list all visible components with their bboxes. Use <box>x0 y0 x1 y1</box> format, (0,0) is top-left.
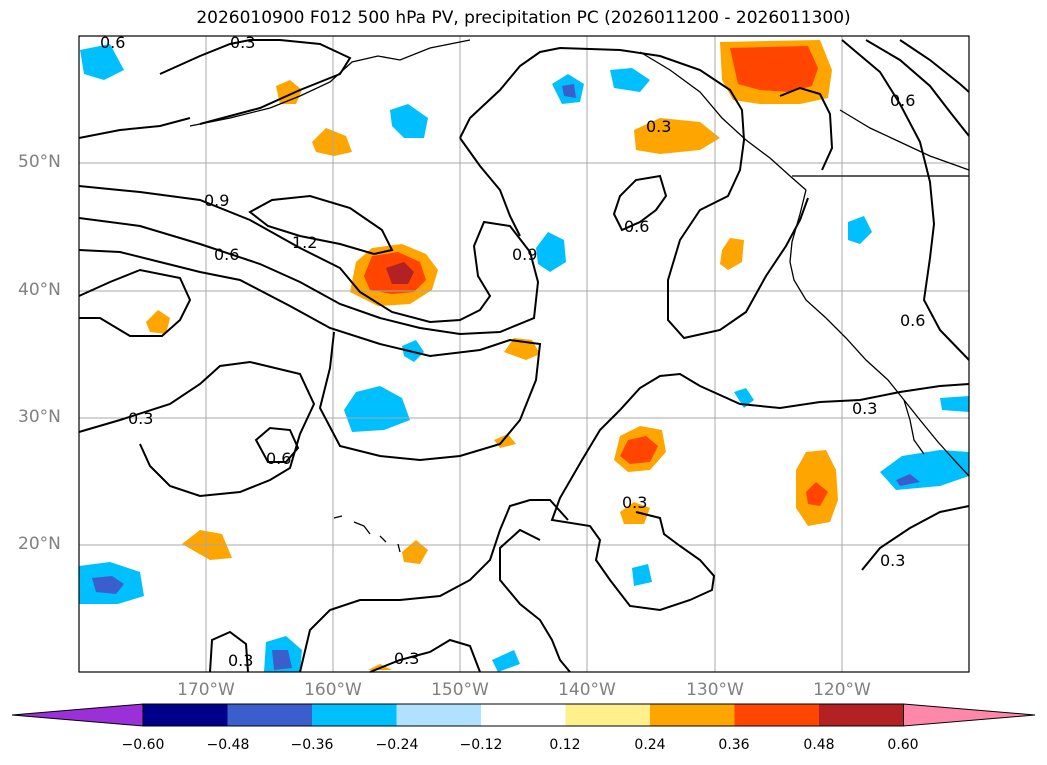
contour-0.6 <box>78 249 542 462</box>
colorbar-swatch <box>565 704 651 726</box>
colorbar-tick: 0.60 <box>887 737 919 753</box>
precip-negative-areas <box>79 44 969 672</box>
contour-label: 0.3 <box>230 33 255 52</box>
precip-blob-central-center <box>386 262 414 284</box>
contour-label: 0.3 <box>880 551 905 570</box>
colorbar-border <box>142 703 904 727</box>
colorbar-swatch <box>312 704 397 726</box>
contour-0.6-small <box>612 174 668 232</box>
colorbar <box>11 703 1036 727</box>
colorbar-tick: −0.24 <box>375 737 419 753</box>
baja-coast <box>903 399 925 455</box>
colorbar-extend-low <box>11 703 144 727</box>
contour-0.3-central <box>78 360 316 498</box>
colorbar-tick: −0.36 <box>290 737 334 753</box>
contour-label: 0.3 <box>394 649 419 668</box>
contour-label: 0.3 <box>622 493 647 512</box>
contour-label: 0.6 <box>900 311 925 330</box>
colorbar-swatch <box>650 704 735 726</box>
colorbar-swatch <box>143 704 228 726</box>
contour-0.3-sw-corner <box>209 630 249 673</box>
colorbar-swatch <box>481 704 566 726</box>
lat-label: 20°N <box>18 534 61 554</box>
lat-label: 40°N <box>18 280 61 300</box>
contour-0.9-north <box>78 185 540 336</box>
colorbar-tick: 0.12 <box>549 737 581 753</box>
precip-blob-east-core <box>806 482 828 506</box>
contour-label: 0.6 <box>890 91 915 110</box>
map-title: 2026010900 F012 500 hPa PV, precipitatio… <box>196 8 851 28</box>
colorbar-swatch <box>396 704 482 726</box>
contour-label: 0.3 <box>228 651 253 670</box>
lon-label: 150°W <box>431 680 489 700</box>
precip-blob-sw-core <box>620 436 658 464</box>
contour-label: 0.3 <box>128 409 153 428</box>
contour-label: 0.6 <box>624 217 649 236</box>
precip-blob-bc <box>634 118 720 154</box>
lat-label: 30°N <box>18 407 61 427</box>
colorbar-swatch <box>734 704 820 726</box>
lat-label: 50°N <box>18 152 61 172</box>
contour-east <box>861 505 970 571</box>
colorbar-tick: 0.48 <box>803 737 835 753</box>
contour-1.2 <box>248 194 394 256</box>
contour-ne-lines <box>841 39 970 361</box>
graticule <box>79 36 969 672</box>
map-frame <box>78 35 970 673</box>
lon-label: 140°W <box>558 680 616 700</box>
colorbar-tick: −0.12 <box>459 737 503 753</box>
contour-label: 0.6 <box>266 449 291 468</box>
colorbar-swatch <box>227 704 313 726</box>
contour-label: 0.6 <box>100 33 125 52</box>
lon-label: 160°W <box>304 680 362 700</box>
contour-label: 0.9 <box>204 191 229 210</box>
colorbar-swatch <box>819 704 904 726</box>
contour-label: 0.6 <box>214 245 239 264</box>
contour-0.3-south <box>499 372 716 673</box>
colorbar-tick: −0.48 <box>206 737 250 753</box>
contour-labels: 0.6 0.3 0.9 1.2 0.6 0.9 0.6 0.3 0.6 0.3 … <box>100 33 925 670</box>
hawaii-islands <box>333 515 401 553</box>
contour-label: 0.3 <box>852 399 877 418</box>
colorbar-tick: 0.24 <box>634 737 666 753</box>
contour-0.3-loop <box>459 46 809 340</box>
lon-label: 170°W <box>177 680 235 700</box>
lon-label: 130°W <box>686 680 744 700</box>
precip-blob-gulf-alaska-core <box>730 46 818 92</box>
contour-label: 0.9 <box>512 245 537 264</box>
lon-label: 120°W <box>813 680 871 700</box>
colorbar-extend-high <box>903 703 1036 727</box>
pv-contours <box>78 39 970 673</box>
contour-label: 0.3 <box>646 117 671 136</box>
colorbar-tick: −0.60 <box>121 737 165 753</box>
colorbar-tick: 0.36 <box>718 737 750 753</box>
us-west-coast <box>789 189 970 477</box>
bc-coast <box>639 51 807 191</box>
contour-label: 1.2 <box>292 233 317 252</box>
